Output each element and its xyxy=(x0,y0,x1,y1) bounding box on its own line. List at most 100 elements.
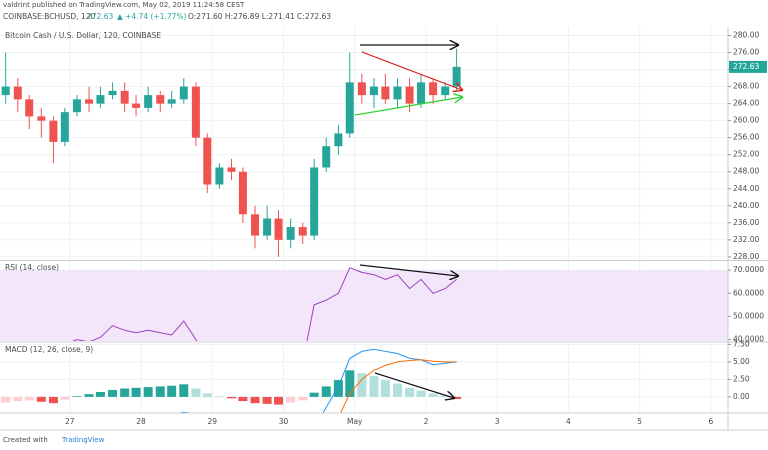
macd-histogram-bar xyxy=(60,396,70,400)
candle-body xyxy=(263,218,272,236)
y-tick-label: 5.00 xyxy=(733,357,750,366)
macd-histogram-bar xyxy=(179,384,189,397)
candle-body xyxy=(286,227,295,240)
y-tick-label: 232.00 xyxy=(733,235,759,244)
macd-histogram-bar xyxy=(72,396,82,397)
candle-body xyxy=(298,227,307,236)
macd-histogram-bar xyxy=(238,396,248,402)
candle-body xyxy=(13,86,22,100)
candle-body xyxy=(72,99,81,113)
candle-body xyxy=(393,86,402,100)
macd-histogram-bar xyxy=(250,396,260,404)
candle-body xyxy=(345,82,354,134)
candle-body xyxy=(167,99,176,104)
candle-body xyxy=(179,86,188,100)
candle-body xyxy=(357,82,366,96)
change: ▲ +4.74 (+1.77%) xyxy=(117,12,187,21)
candle-body xyxy=(156,95,165,104)
pane-legend: Bitcoin Cash / U.S. Dollar, 120, COINBAS… xyxy=(5,31,161,40)
macd-histogram-bar xyxy=(167,385,177,397)
candle-body xyxy=(227,167,236,172)
macd-histogram-bar xyxy=(108,389,118,397)
candle-body xyxy=(274,218,283,240)
x-tick-label: 29 xyxy=(208,417,218,426)
y-tick-label: 60.0000 xyxy=(733,288,764,297)
y-tick-label: 276.00 xyxy=(733,48,759,57)
candle-body xyxy=(251,214,260,236)
candle-body xyxy=(215,167,224,185)
y-tick-label: 228.00 xyxy=(733,252,759,261)
candle-body xyxy=(322,146,331,168)
candle-body xyxy=(381,86,390,100)
macd-histogram-bar xyxy=(191,388,201,397)
candle-body xyxy=(85,99,94,104)
x-tick-label: 5 xyxy=(637,417,642,426)
macd-histogram-bar xyxy=(95,392,105,397)
macd-histogram-bar xyxy=(309,392,319,397)
macd-histogram-bar xyxy=(36,396,46,402)
macd-histogram-bar xyxy=(392,383,402,397)
x-tick-label: 30 xyxy=(279,417,289,426)
candle-body xyxy=(310,167,319,236)
candle-body xyxy=(120,90,129,104)
y-tick-label: 236.00 xyxy=(733,218,759,227)
candle-body xyxy=(405,86,414,104)
macd-histogram-bar xyxy=(274,396,284,405)
trend-arrow xyxy=(359,264,458,276)
price-pane xyxy=(1,48,461,257)
x-tick-label: May xyxy=(347,417,363,426)
candle-body xyxy=(334,133,343,147)
symbol: COINBASE:BCHUSD, 120 xyxy=(3,12,95,21)
macd-histogram-bar xyxy=(1,396,11,403)
x-tick-label: 6 xyxy=(709,417,714,426)
macd-histogram-bar xyxy=(333,380,343,397)
y-tick-label: 248.00 xyxy=(733,167,759,176)
candle-body xyxy=(191,86,200,138)
macd-histogram-bar xyxy=(214,396,224,397)
candle-body xyxy=(416,82,425,104)
candle-body xyxy=(49,120,58,142)
candle-body xyxy=(441,86,450,96)
candle-body xyxy=(132,103,141,108)
footer-text: Created with xyxy=(3,436,48,444)
macd-histogram-bar xyxy=(345,370,355,397)
trend-arrow xyxy=(374,372,454,398)
candle-body xyxy=(369,86,378,96)
y-tick-label: 240.00 xyxy=(733,201,759,210)
pane-legend: MACD (12, 26, close, 9) xyxy=(5,345,93,354)
macd-histogram-bar xyxy=(380,380,390,397)
last-price-label: 272.63 xyxy=(733,62,759,71)
macd-histogram-bar xyxy=(286,396,296,403)
pane-legend: RSI (14, close) xyxy=(5,263,59,272)
rsi-band xyxy=(0,270,728,341)
y-tick-label: 264.00 xyxy=(733,99,759,108)
candle-body xyxy=(144,95,153,108)
y-tick-label: 7.50 xyxy=(733,339,750,348)
publisher: valdrint published on TradingView.com, M… xyxy=(3,1,245,9)
macd-histogram-bar xyxy=(13,396,23,402)
x-tick-label: 28 xyxy=(136,417,146,426)
macd-pane xyxy=(1,348,462,413)
macd-histogram-bar xyxy=(452,396,462,399)
macd-histogram-bar xyxy=(48,396,58,404)
footer-brand[interactable]: TradingView xyxy=(61,436,105,444)
y-tick-label: 252.00 xyxy=(733,150,759,159)
macd-histogram-bar xyxy=(143,387,153,397)
macd-histogram-bar xyxy=(369,375,379,397)
rsi-pane xyxy=(0,267,728,341)
macd-histogram-bar xyxy=(416,390,426,397)
macd-histogram-bar xyxy=(84,394,94,397)
macd-histogram-bar xyxy=(227,396,237,399)
macd-histogram-bar xyxy=(428,393,438,397)
candle-body xyxy=(1,86,10,96)
macd-histogram-bar xyxy=(298,396,308,401)
macd-histogram-bar xyxy=(24,396,34,401)
y-tick-label: 0.00 xyxy=(733,392,750,401)
candle-body xyxy=(203,137,212,185)
y-tick-label: 2.50 xyxy=(733,374,750,383)
candle-body xyxy=(108,90,117,96)
macd-histogram-bar xyxy=(262,396,272,404)
candle-body xyxy=(37,116,46,121)
y-tick-label: 280.00 xyxy=(733,31,759,40)
